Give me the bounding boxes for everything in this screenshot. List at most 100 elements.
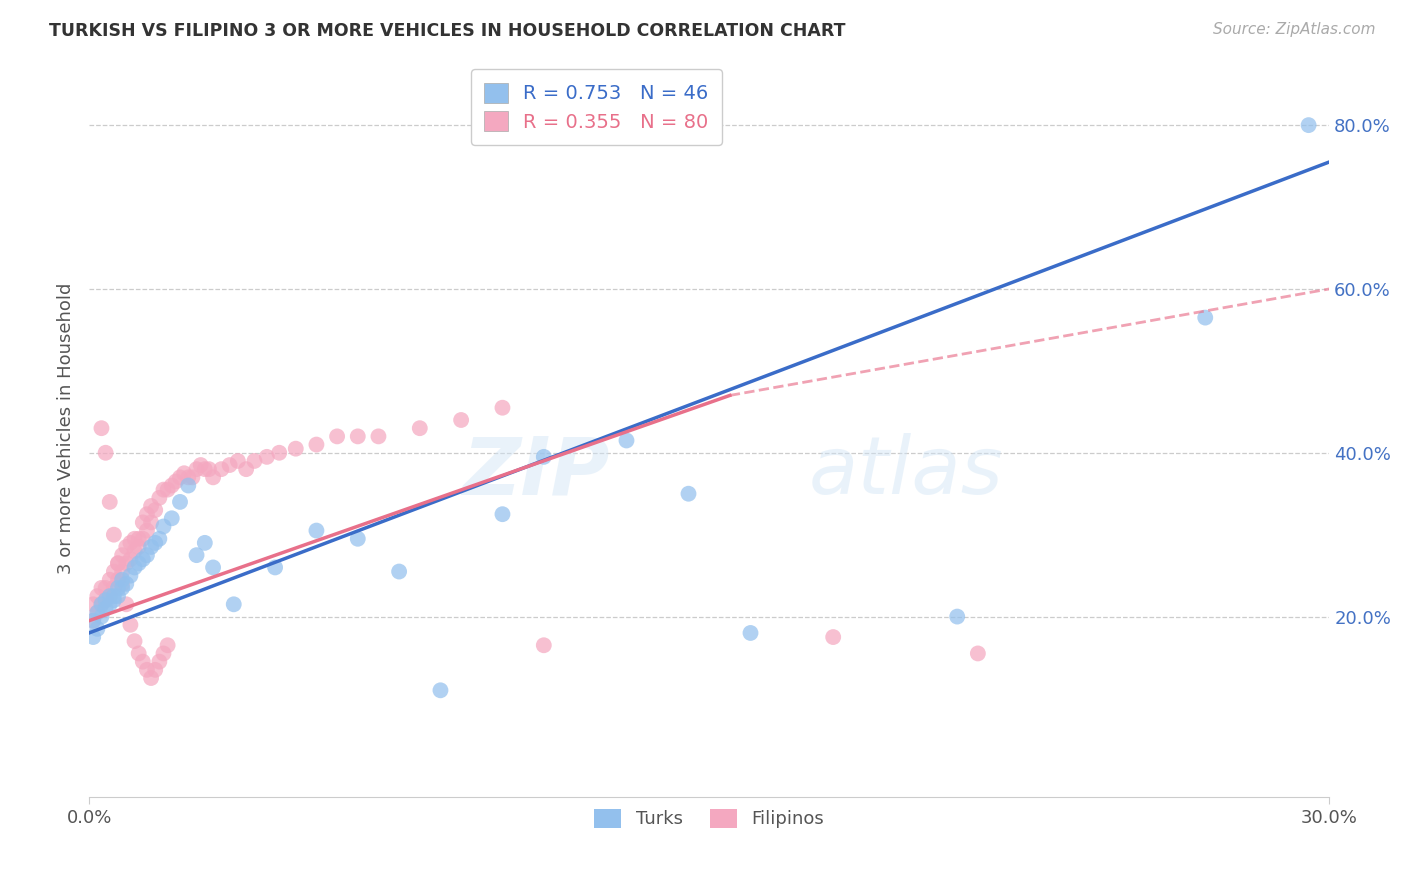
Point xyxy=(107,557,129,571)
Point xyxy=(103,527,125,541)
Point xyxy=(136,524,159,538)
Point xyxy=(139,671,162,685)
Point xyxy=(305,437,328,451)
Text: atlas: atlas xyxy=(808,434,1002,511)
Point xyxy=(202,470,225,484)
Point xyxy=(165,475,187,489)
Point xyxy=(740,626,762,640)
Point xyxy=(115,577,138,591)
Point xyxy=(143,663,166,677)
Point xyxy=(346,532,368,546)
Point xyxy=(491,401,513,415)
Point xyxy=(209,462,232,476)
Point xyxy=(177,470,200,484)
Point xyxy=(202,560,225,574)
Point xyxy=(143,503,166,517)
Point xyxy=(98,589,121,603)
Point xyxy=(450,413,472,427)
Point xyxy=(256,450,278,464)
Point xyxy=(90,581,112,595)
Point xyxy=(107,573,129,587)
Point xyxy=(616,434,638,448)
Point xyxy=(235,462,257,476)
Point xyxy=(103,593,125,607)
Text: Source: ZipAtlas.com: Source: ZipAtlas.com xyxy=(1212,22,1375,37)
Point xyxy=(388,565,411,579)
Point xyxy=(152,483,174,497)
Point xyxy=(124,634,146,648)
Point xyxy=(429,683,451,698)
Point xyxy=(148,491,170,505)
Point xyxy=(115,557,138,571)
Point xyxy=(86,606,108,620)
Point xyxy=(243,454,266,468)
Point xyxy=(120,536,142,550)
Point xyxy=(409,421,432,435)
Point xyxy=(98,495,121,509)
Point xyxy=(111,577,134,591)
Point xyxy=(284,442,307,456)
Point xyxy=(107,581,129,595)
Point xyxy=(533,638,555,652)
Point xyxy=(94,601,117,615)
Point xyxy=(152,647,174,661)
Point xyxy=(226,454,249,468)
Text: TURKISH VS FILIPINO 3 OR MORE VEHICLES IN HOUSEHOLD CORRELATION CHART: TURKISH VS FILIPINO 3 OR MORE VEHICLES I… xyxy=(49,22,846,40)
Point xyxy=(107,557,129,571)
Point xyxy=(120,568,142,582)
Point xyxy=(194,462,217,476)
Point xyxy=(160,511,183,525)
Y-axis label: 3 or more Vehicles in Household: 3 or more Vehicles in Household xyxy=(58,283,75,574)
Point xyxy=(82,614,104,628)
Point xyxy=(823,630,845,644)
Point xyxy=(181,470,204,484)
Point xyxy=(128,540,150,554)
Point xyxy=(533,450,555,464)
Point xyxy=(139,499,162,513)
Point xyxy=(90,609,112,624)
Point xyxy=(115,597,138,611)
Point xyxy=(111,548,134,562)
Point xyxy=(94,581,117,595)
Point xyxy=(491,507,513,521)
Point xyxy=(367,429,389,443)
Point xyxy=(120,552,142,566)
Point xyxy=(82,614,104,628)
Point xyxy=(103,581,125,595)
Point xyxy=(1298,118,1320,132)
Point xyxy=(90,421,112,435)
Point xyxy=(132,552,155,566)
Point xyxy=(115,540,138,554)
Point xyxy=(148,532,170,546)
Point xyxy=(98,589,121,603)
Point xyxy=(326,429,349,443)
Point xyxy=(124,560,146,574)
Point xyxy=(82,597,104,611)
Point xyxy=(94,593,117,607)
Point xyxy=(186,548,208,562)
Point xyxy=(156,638,179,652)
Point xyxy=(177,478,200,492)
Point xyxy=(86,589,108,603)
Point xyxy=(152,519,174,533)
Point xyxy=(136,663,159,677)
Point xyxy=(103,565,125,579)
Point xyxy=(86,606,108,620)
Point xyxy=(169,470,191,484)
Point xyxy=(139,540,162,554)
Point xyxy=(967,647,990,661)
Point xyxy=(120,617,142,632)
Point xyxy=(148,655,170,669)
Point xyxy=(160,478,183,492)
Point xyxy=(128,532,150,546)
Point xyxy=(128,557,150,571)
Point xyxy=(156,483,179,497)
Point xyxy=(94,446,117,460)
Point xyxy=(136,507,159,521)
Point xyxy=(678,486,700,500)
Point xyxy=(98,573,121,587)
Point xyxy=(186,462,208,476)
Point xyxy=(86,622,108,636)
Point xyxy=(139,516,162,530)
Point xyxy=(90,597,112,611)
